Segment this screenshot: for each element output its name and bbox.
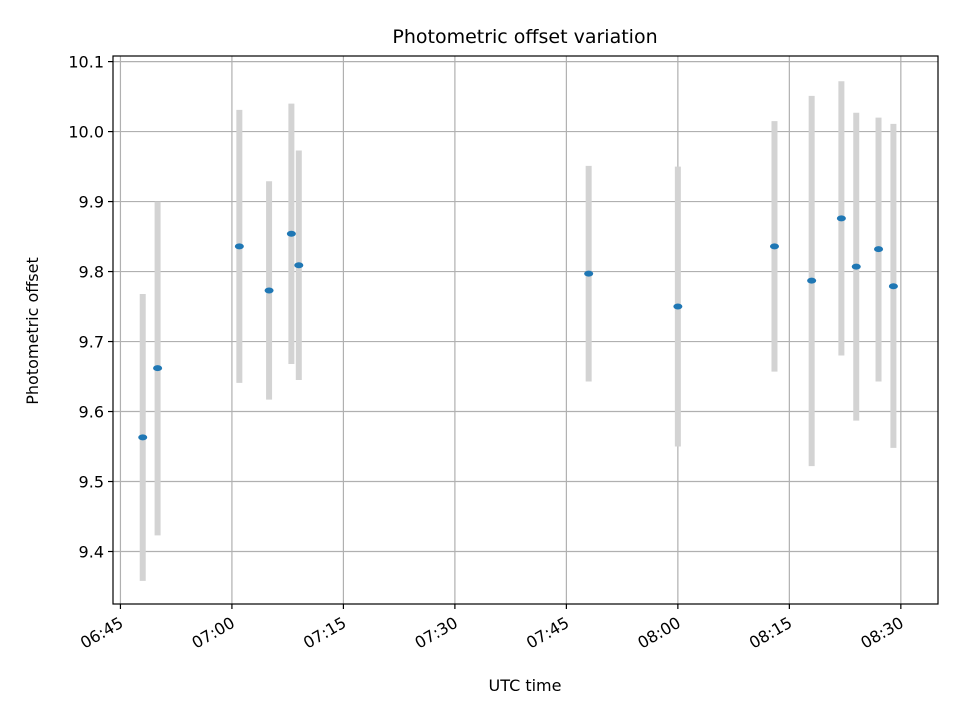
y-tick-label: 9.6 [79,403,104,422]
data-point [153,365,163,372]
data-point [836,215,846,222]
y-axis-ticks: 9.4 9.5 9.6 9.7 9.8 9.9 10.0 10.1 [68,53,113,562]
y-tick-label: 9.5 [79,473,104,492]
data-point [234,243,244,250]
chart-title: Photometric offset variation [392,26,657,48]
y-tick-label: 9.7 [79,333,104,352]
data-point [807,277,817,284]
grid [113,56,938,604]
y-tick-label: 10.1 [68,53,104,72]
x-axis-label: UTC time [489,676,562,695]
data-point [294,262,304,269]
data-point [851,263,861,270]
data-points [138,215,898,441]
data-point [584,270,594,277]
data-point [888,283,898,290]
data-point [138,434,148,441]
data-point [673,303,683,310]
y-tick-label: 10.0 [68,123,104,142]
y-axis-label: Photometric offset [23,257,42,405]
data-point [769,243,779,250]
y-tick-label: 9.4 [79,543,104,562]
plot-frame [112,55,939,605]
data-point [874,246,884,253]
data-point [286,230,296,237]
data-point [264,287,274,294]
y-tick-label: 9.8 [79,263,104,282]
y-tick-label: 9.9 [79,193,104,212]
